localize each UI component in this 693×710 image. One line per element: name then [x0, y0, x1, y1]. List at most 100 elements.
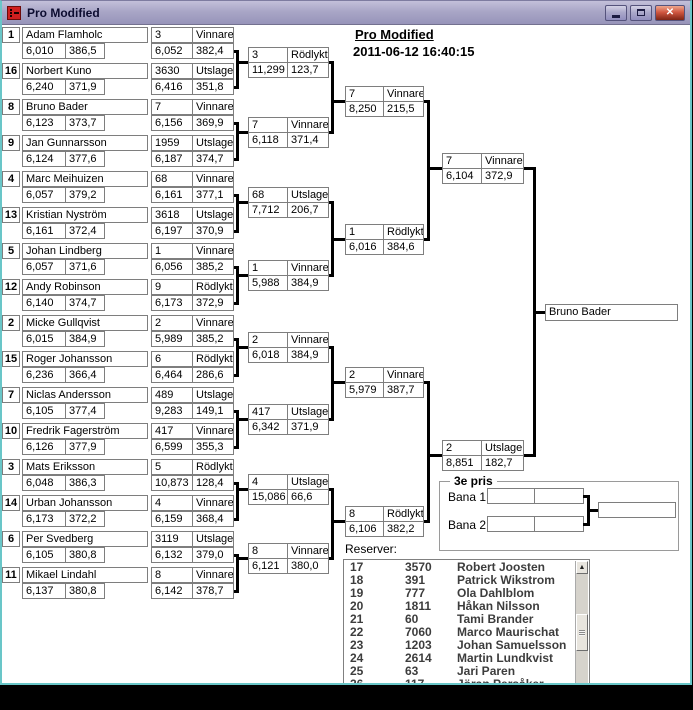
seed-box[interactable]: 16: [2, 63, 20, 79]
result-status-box[interactable]: Vinnare: [192, 315, 234, 331]
competitor-name-box[interactable]: Norbert Kuno: [22, 63, 148, 79]
et-box[interactable]: 6,123: [22, 115, 66, 131]
competitor-name-box[interactable]: Niclas Andersson: [22, 387, 148, 403]
result-et-box[interactable]: 11,299: [248, 62, 288, 78]
result-et-box[interactable]: 6,104: [442, 168, 482, 184]
result-speed-box[interactable]: 66,6: [287, 489, 329, 505]
result-et-box[interactable]: 10,873: [151, 475, 193, 491]
result-et-box[interactable]: 9,283: [151, 403, 193, 419]
result-status-box[interactable]: Vinnare: [192, 243, 234, 259]
result-number-box[interactable]: 7: [151, 99, 193, 115]
result-speed-box[interactable]: 368,4: [192, 511, 234, 527]
seed-box[interactable]: 2: [2, 315, 20, 331]
result-status-box[interactable]: Utslagen: [192, 135, 234, 151]
result-status-box[interactable]: Vinnare: [383, 367, 424, 383]
result-speed-box[interactable]: 384,9: [287, 275, 329, 291]
et-box[interactable]: 6,140: [22, 295, 66, 311]
competitor-name-box[interactable]: Per Svedberg: [22, 531, 148, 547]
result-speed-box[interactable]: 382,2: [383, 521, 424, 537]
result-speed-box[interactable]: 384,6: [383, 239, 424, 255]
result-number-box[interactable]: 3: [248, 47, 288, 63]
result-et-box[interactable]: 6,197: [151, 223, 193, 239]
result-status-box[interactable]: Rödlykta: [383, 506, 424, 522]
result-number-box[interactable]: 1959: [151, 135, 193, 151]
seed-box[interactable]: 10: [2, 423, 20, 439]
result-speed-box[interactable]: 378,7: [192, 583, 234, 599]
result-number-box[interactable]: 1: [151, 243, 193, 259]
third-prize-slot-2b[interactable]: [534, 516, 584, 532]
result-et-box[interactable]: 6,464: [151, 367, 193, 383]
result-status-box[interactable]: Vinnare: [287, 117, 329, 133]
competitor-name-box[interactable]: Mats Eriksson: [22, 459, 148, 475]
winner-name-box[interactable]: Bruno Bader: [545, 304, 678, 321]
result-speed-box[interactable]: 369,9: [192, 115, 234, 131]
result-et-box[interactable]: 5,989: [151, 331, 193, 347]
result-et-box[interactable]: 8,250: [345, 101, 384, 117]
third-prize-slot-1b[interactable]: [534, 488, 584, 504]
result-number-box[interactable]: 3618: [151, 207, 193, 223]
speed-box[interactable]: 380,8: [65, 583, 105, 599]
seed-box[interactable]: 12: [2, 279, 20, 295]
result-number-box[interactable]: 68: [151, 171, 193, 187]
result-speed-box[interactable]: 123,7: [287, 62, 329, 78]
scrollbar[interactable]: ▲: [575, 561, 588, 683]
speed-box[interactable]: 377,6: [65, 151, 105, 167]
reserve-row[interactable]: 21 60 Tami Brander: [344, 613, 574, 626]
result-speed-box[interactable]: 351,8: [192, 79, 234, 95]
reserve-row[interactable]: 18 391 Patrick Wikstrom: [344, 574, 574, 587]
result-speed-box[interactable]: 372,9: [481, 168, 524, 184]
seed-box[interactable]: 7: [2, 387, 20, 403]
seed-box[interactable]: 1: [2, 27, 20, 43]
reserve-row[interactable]: 22 7060 Marco Maurischat: [344, 626, 574, 639]
competitor-name-box[interactable]: Marc Meihuizen: [22, 171, 148, 187]
close-button[interactable]: ✕: [655, 4, 685, 21]
et-box[interactable]: 6,010: [22, 43, 66, 59]
seed-box[interactable]: 11: [2, 567, 20, 583]
et-box[interactable]: 6,236: [22, 367, 66, 383]
result-status-box[interactable]: Utslagen: [192, 387, 234, 403]
et-box[interactable]: 6,015: [22, 331, 66, 347]
third-prize-slot-1a[interactable]: [487, 488, 535, 504]
result-speed-box[interactable]: 387,7: [383, 382, 424, 398]
result-et-box[interactable]: 6,118: [248, 132, 288, 148]
result-number-box[interactable]: 5: [151, 459, 193, 475]
result-status-box[interactable]: Utslagen: [192, 207, 234, 223]
result-number-box[interactable]: 9: [151, 279, 193, 295]
competitor-name-box[interactable]: Kristian Nyström: [22, 207, 148, 223]
competitor-name-box[interactable]: Adam Flamholc: [22, 27, 148, 43]
et-box[interactable]: 6,048: [22, 475, 66, 491]
speed-box[interactable]: 372,4: [65, 223, 105, 239]
result-speed-box[interactable]: 206,7: [287, 202, 329, 218]
result-speed-box[interactable]: 371,9: [287, 419, 329, 435]
competitor-name-box[interactable]: Jan Gunnarsson: [22, 135, 148, 151]
reserve-row[interactable]: 17 3570 Robert Joosten: [344, 561, 574, 574]
result-speed-box[interactable]: 380,0: [287, 558, 329, 574]
result-et-box[interactable]: 6,056: [151, 259, 193, 275]
result-et-box[interactable]: 8,851: [442, 455, 482, 471]
result-number-box[interactable]: 3: [151, 27, 193, 43]
result-status-box[interactable]: Rödlykta: [287, 47, 329, 63]
result-speed-box[interactable]: 370,9: [192, 223, 234, 239]
reserve-row[interactable]: 26117Jöran Persåker: [344, 678, 574, 684]
result-number-box[interactable]: 2: [151, 315, 193, 331]
result-speed-box[interactable]: 377,1: [192, 187, 234, 203]
result-number-box[interactable]: 7: [248, 117, 288, 133]
competitor-name-box[interactable]: Johan Lindberg: [22, 243, 148, 259]
result-status-box[interactable]: Vinnare: [481, 153, 524, 169]
result-number-box[interactable]: 3119: [151, 531, 193, 547]
result-status-box[interactable]: Utslagen: [287, 187, 329, 203]
result-number-box[interactable]: 8: [345, 506, 384, 522]
result-status-box[interactable]: Vinnare: [287, 332, 329, 348]
maximize-button[interactable]: [630, 4, 652, 21]
result-number-box[interactable]: 489: [151, 387, 193, 403]
speed-box[interactable]: 371,9: [65, 79, 105, 95]
result-et-box[interactable]: 6,159: [151, 511, 193, 527]
result-number-box[interactable]: 3630: [151, 63, 193, 79]
speed-box[interactable]: 372,2: [65, 511, 105, 527]
result-status-box[interactable]: Vinnare: [192, 27, 234, 43]
competitor-name-box[interactable]: Micke Gullqvist: [22, 315, 148, 331]
result-status-box[interactable]: Utslagen: [481, 440, 524, 456]
result-speed-box[interactable]: 379,0: [192, 547, 234, 563]
competitor-name-box[interactable]: Urban Johansson: [22, 495, 148, 511]
result-speed-box[interactable]: 385,2: [192, 331, 234, 347]
